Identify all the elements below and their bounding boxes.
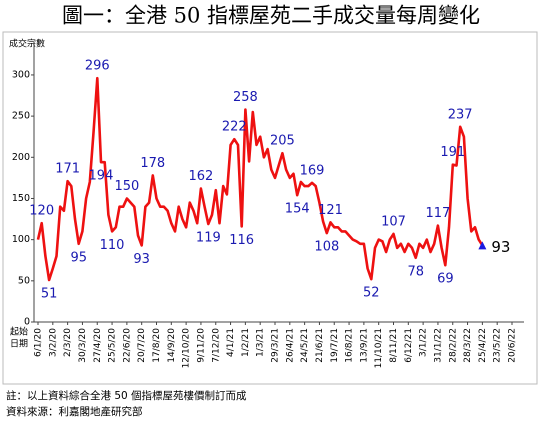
value-label: 171 [55, 162, 80, 177]
last-point-marker [478, 241, 487, 250]
x-tick-label: 28/3/22 [463, 328, 473, 363]
x-tick-label: 29/3/21 [271, 328, 281, 363]
value-label: 154 [285, 202, 310, 217]
x-tick-label: 24/5/21 [300, 328, 310, 363]
y-tick-label: 200 [12, 152, 30, 163]
value-label: 78 [407, 264, 424, 279]
x-tick-label: 25/4/22 [478, 328, 488, 363]
x-tick-label: 21/6/21 [315, 328, 325, 363]
x-tick-label: 22/6/20 [122, 328, 132, 363]
value-label: 222 [222, 120, 247, 135]
value-label: 205 [270, 134, 295, 149]
x-tick-label: 3/2/20 [48, 328, 58, 357]
x-tick-label: 1/2/21 [241, 328, 251, 357]
x-tick-label: 23/5/22 [493, 328, 503, 363]
value-label: 258 [233, 90, 258, 105]
x-tick-label: 28/2/22 [448, 328, 458, 363]
value-label: 108 [314, 240, 339, 255]
x-tick-label: 13/9/21 [359, 328, 369, 363]
x-tick-label: 17/8/20 [152, 328, 162, 363]
value-label: 121 [318, 203, 343, 218]
y-tick-label: 0 [24, 317, 30, 328]
y-tick-label: 150 [12, 193, 30, 204]
y-axis-label: 成交宗數 [9, 38, 45, 50]
value-label: 93 [133, 252, 150, 267]
x-tick-label: 27/4/20 [93, 328, 103, 363]
value-label: 150 [114, 179, 139, 194]
x-tick-label: 16/8/21 [345, 328, 355, 363]
x-tick-label: 2/3/20 [63, 328, 73, 357]
x-tick-label: 19/7/21 [330, 328, 340, 363]
x-tick-label: 11/10/21 [374, 328, 384, 368]
value-label: 95 [70, 250, 87, 265]
value-label: 296 [85, 59, 110, 74]
value-label: 69 [437, 272, 454, 287]
chart-frame [2, 31, 538, 385]
x-axis-label: 日期 [10, 339, 28, 350]
value-label: 117 [426, 206, 451, 221]
x-tick-label: 9/11/20 [196, 328, 206, 363]
x-tick-label: 8/11/21 [389, 328, 399, 363]
value-label: 110 [100, 238, 125, 253]
value-label: 169 [300, 163, 325, 178]
y-tick-label: 100 [12, 234, 30, 245]
x-axis-label: 起始 [10, 326, 28, 338]
y-tick-label: 50 [18, 275, 30, 286]
value-label: 107 [381, 214, 406, 229]
value-label: 194 [89, 169, 114, 184]
value-label: 52 [363, 286, 380, 301]
x-tick-label: 3/1/22 [419, 328, 429, 357]
x-tick-label: 12/10/20 [182, 328, 192, 369]
value-label: 116 [229, 233, 254, 248]
x-tick-label: 25/5/20 [108, 328, 118, 363]
x-tick-label: 20/7/20 [137, 328, 147, 363]
y-tick-label: 250 [12, 111, 30, 122]
x-tick-label: 7/12/20 [211, 328, 221, 363]
value-label: 120 [29, 204, 54, 219]
value-label: 178 [140, 156, 165, 171]
x-tick-label: 30/3/20 [78, 328, 88, 363]
x-tick-label: 31/1/22 [433, 328, 443, 363]
x-tick-label: 1/3/21 [256, 328, 266, 357]
value-label: 93 [491, 238, 510, 256]
footnote: 資料來源：利嘉閣地產研究部 [6, 405, 143, 418]
x-tick-label: 6/12/21 [404, 328, 414, 363]
x-tick-label: 4/1/21 [226, 328, 236, 357]
value-label: 237 [448, 107, 473, 122]
data-line [36, 76, 484, 282]
x-tick-label: 20/6/22 [508, 328, 518, 363]
value-label: 162 [189, 169, 214, 184]
value-label: 191 [440, 145, 465, 160]
chart-title: 圖一：全港 50 指標屋苑二手成交量每周變化 [62, 4, 480, 28]
x-tick-label: 26/4/21 [285, 328, 295, 363]
y-tick-label: 300 [12, 69, 30, 80]
value-label: 119 [196, 231, 221, 246]
value-label: 51 [41, 287, 58, 302]
x-tick-label: 14/9/20 [167, 328, 177, 363]
x-tick-label: 6/1/20 [34, 328, 44, 357]
footnote: 註：以上資料綜合全港 50 個指標屋苑樓價制訂而成 [6, 389, 247, 402]
